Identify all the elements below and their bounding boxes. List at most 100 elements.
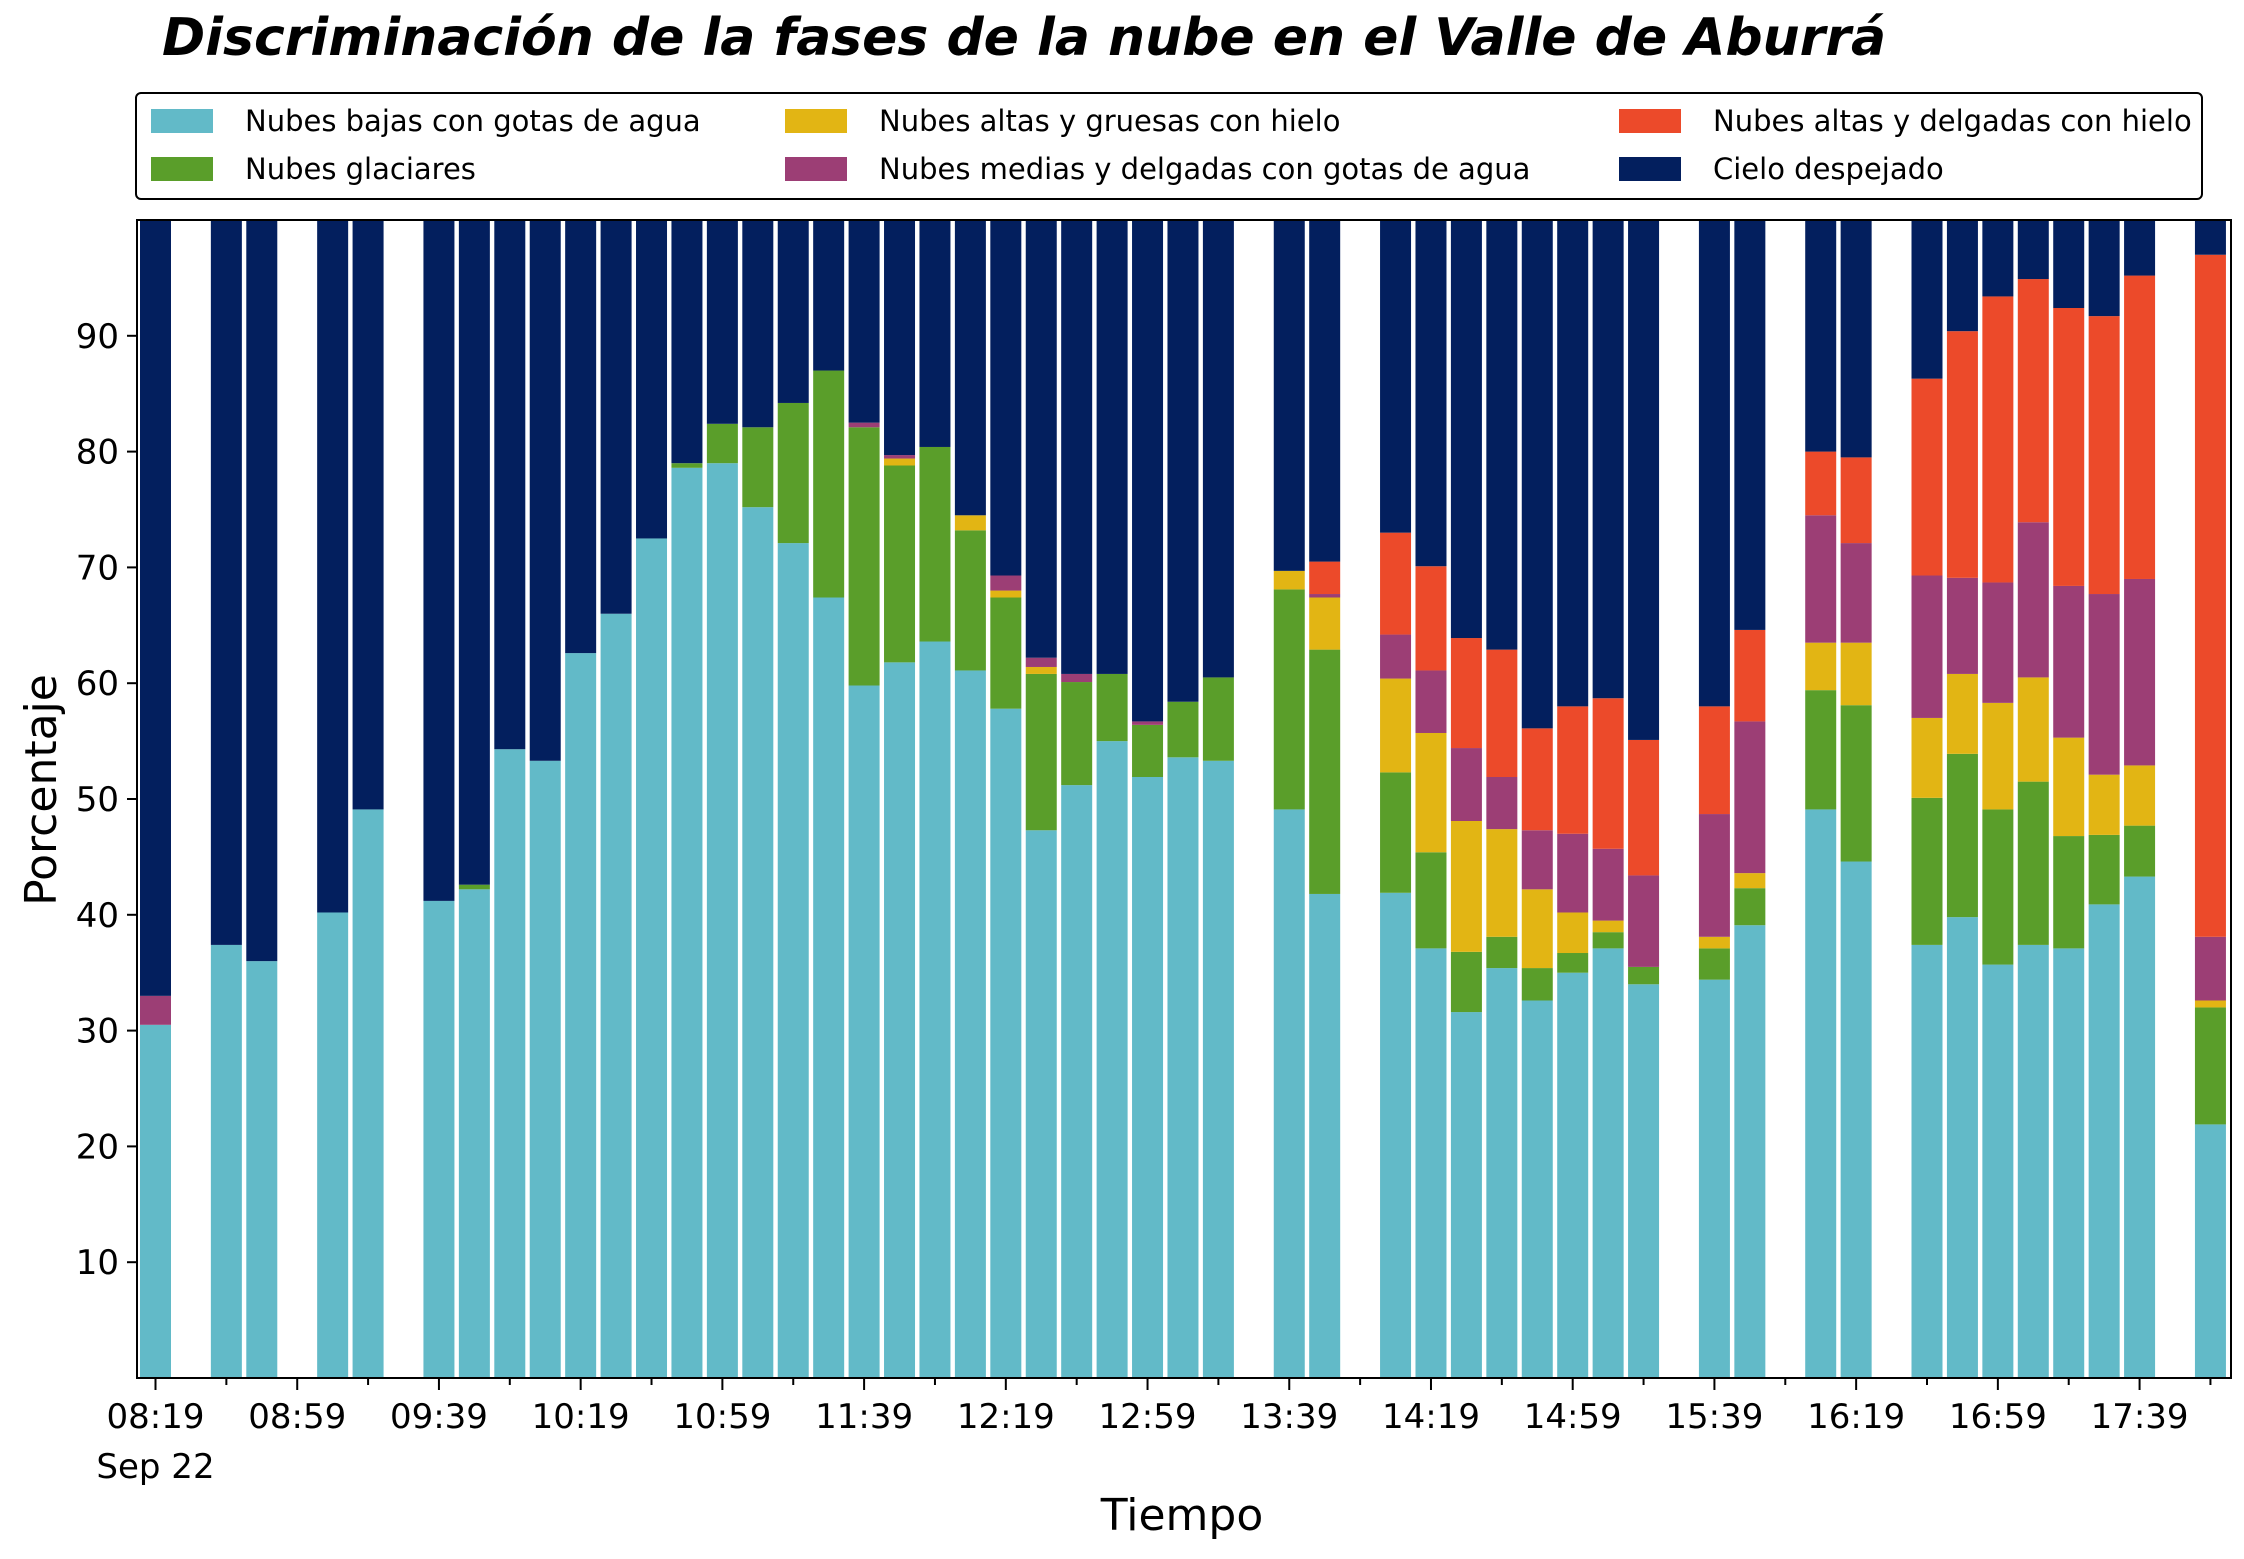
bar-segment (1946, 220, 1978, 332)
bar-segment (884, 458, 916, 466)
bar-segment (1486, 220, 1518, 650)
bar-segment (1592, 920, 1624, 933)
bar-segment (1911, 378, 1943, 576)
bar-segment (954, 515, 986, 531)
bar-segment (1805, 220, 1837, 452)
bar-segment (140, 1024, 171, 1378)
bar-segment (671, 467, 703, 1378)
x-tick-label: 11:39 (815, 1397, 913, 1437)
bar-segment (1309, 561, 1341, 595)
bar-segment (919, 220, 951, 447)
bar-segment (706, 220, 738, 424)
bar-segment (1557, 220, 1589, 707)
legend-label: Cielo despejado (1713, 152, 1944, 186)
legend-swatch (785, 157, 847, 181)
legend-item: Cielo despejado (1619, 152, 1944, 186)
bar-segment (1309, 597, 1341, 650)
bar-segment (246, 961, 278, 1378)
bar-segment (742, 507, 774, 1378)
bar-segment (2088, 904, 2120, 1378)
bar-segment (1592, 948, 1624, 1378)
x-axis-title: Tiempo (1100, 1490, 1264, 1541)
bar-segment (1061, 673, 1093, 683)
legend-label: Nubes altas y delgadas con hielo (1713, 104, 2192, 138)
bar-segment (1557, 953, 1589, 973)
legend-swatch (785, 109, 847, 133)
bar-segment (1025, 830, 1057, 1378)
bar-segment (813, 220, 845, 371)
bar-segment (1096, 220, 1128, 674)
bar-segment (1415, 566, 1447, 671)
bar-segment (990, 597, 1022, 709)
bar-segment (1167, 220, 1199, 702)
bar-segment (1061, 785, 1093, 1378)
bar-segment (2194, 1000, 2226, 1008)
bar-segment (1309, 594, 1341, 598)
bar-segment (1521, 728, 1553, 831)
x-tick-label: 12:19 (957, 1397, 1055, 1437)
bar-segment (1450, 1012, 1482, 1378)
bar-segment (1840, 220, 1872, 458)
bar-segment (1946, 331, 1978, 578)
x-tick-label: 08:19 (107, 1397, 205, 1437)
bar-segment (1132, 220, 1164, 722)
bar-segment (600, 220, 632, 614)
y-tick-label: 90 (76, 317, 119, 357)
bar-segment (1450, 220, 1482, 639)
bar-segment (1132, 724, 1164, 777)
bar-segment (1450, 821, 1482, 952)
bar-segment (813, 370, 845, 598)
legend-swatch (151, 109, 213, 133)
bar-segment (1380, 678, 1412, 773)
bar-segment (1911, 797, 1943, 945)
bar-segment (1840, 642, 1872, 706)
bar-segment (2017, 220, 2049, 280)
bar-segment (1415, 670, 1447, 733)
legend-label: Nubes medias y delgadas con gotas de agu… (879, 152, 1531, 186)
bar-segment (884, 455, 916, 459)
legend-item: Nubes altas y delgadas con hielo (1619, 104, 2192, 138)
bar-segment (2124, 578, 2156, 766)
bar-segment (1025, 666, 1057, 674)
bar-segment (1734, 925, 1766, 1378)
bar-segment (1911, 717, 1943, 798)
bar-segment (2017, 279, 2049, 523)
bar-segment (2088, 834, 2120, 905)
bar-segment (1273, 589, 1305, 810)
axes-layer: 10 20 30 40 50 60 70 80 90 08:19 Sep 22 08:59 09:39 1… (76, 219, 2232, 1487)
bar-segment (1982, 964, 2014, 1378)
bar-segment (1805, 451, 1837, 516)
bar-segment (1273, 220, 1305, 571)
bar-segment (1840, 543, 1872, 643)
bar-segment (2194, 936, 2226, 1001)
legend-label: Nubes altas y gruesas con hielo (879, 104, 1341, 138)
bar-segment (990, 575, 1022, 591)
bar-segment (1734, 220, 1766, 630)
bar-segment (777, 402, 809, 544)
x-tick-label: 12:59 (1099, 1397, 1197, 1437)
x-tick-label: 13:39 (1240, 1397, 1338, 1437)
legend-item: Nubes medias y delgadas con gotas de agu… (785, 152, 1530, 186)
bar-segment (1521, 889, 1553, 969)
bar-segment (1415, 220, 1447, 567)
bar-segment (458, 220, 490, 885)
bar-segment (458, 884, 490, 890)
bar-segment (2124, 765, 2156, 826)
bar-segment (636, 538, 668, 1378)
y-tick-label: 70 (76, 548, 119, 588)
bar-segment (848, 220, 880, 423)
bar-segment (1486, 649, 1518, 777)
bar-segment (990, 708, 1022, 1378)
bar-segment (1592, 848, 1624, 921)
bar-segment (1946, 673, 1978, 754)
bar-segment (1025, 673, 1057, 831)
bar-segment (1521, 220, 1553, 729)
bar-segment (1698, 936, 1730, 949)
bar-segment (1415, 852, 1447, 949)
bar-segment (2088, 594, 2120, 775)
bar-segment (919, 446, 951, 642)
bar-segment (1592, 698, 1624, 849)
bar-segment (1840, 705, 1872, 862)
bar-segment (1202, 220, 1234, 678)
